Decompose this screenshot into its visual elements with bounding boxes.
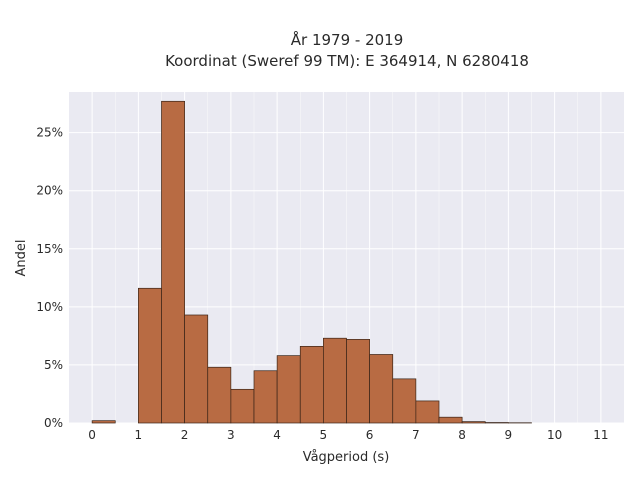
histogram-bar	[323, 337, 347, 424]
y-tick-label: 15%	[36, 242, 63, 256]
x-tick-label: 7	[412, 428, 420, 442]
chart-title-line-2: Koordinat (Sweref 99 TM): E 364914, N 62…	[165, 52, 529, 70]
y-tick-label: 5%	[44, 358, 63, 372]
x-tick-label: 0	[88, 428, 96, 442]
histogram-bar	[369, 354, 394, 424]
x-tick-label: 10	[547, 428, 562, 442]
histogram-bar	[461, 421, 486, 424]
grid-lines	[69, 92, 624, 424]
y-axis-label: Andel	[14, 240, 29, 277]
y-tick-label: 25%	[36, 126, 63, 140]
x-tick-label: 3	[227, 428, 235, 442]
y-tick-label: 0%	[44, 416, 63, 430]
histogram-bar	[415, 400, 440, 424]
chart-title-line-1: År 1979 - 2019	[291, 30, 404, 49]
x-tick-label: 11	[593, 428, 608, 442]
histogram-bar	[138, 287, 162, 424]
x-tick-label: 9	[505, 428, 513, 442]
histogram-bar	[161, 100, 185, 424]
y-tick-label: 10%	[36, 300, 63, 314]
histogram-bar	[299, 345, 324, 424]
histogram-bar	[91, 420, 116, 424]
histogram-bar	[184, 314, 209, 424]
x-tick-label: 2	[181, 428, 189, 442]
x-axis-label: Vågperiod (s)	[303, 450, 390, 465]
x-axis-ticks: 0 1 2 3 4 5 6 7 8 9 10 11	[88, 428, 608, 442]
histogram-bar	[438, 416, 463, 424]
x-tick-label: 8	[458, 428, 466, 442]
histogram-bar	[346, 339, 370, 424]
x-tick-label: 1	[135, 428, 143, 442]
histogram-bar	[276, 355, 301, 424]
histogram-bar	[230, 388, 255, 424]
histogram-bar	[392, 378, 417, 424]
histogram-bar	[253, 370, 278, 424]
x-tick-label: 4	[273, 428, 281, 442]
y-axis-ticks: 0% 5% 10% 15% 20% 25%	[36, 126, 63, 430]
x-tick-label: 5	[320, 428, 328, 442]
x-tick-label: 6	[366, 428, 374, 442]
bars	[91, 100, 532, 424]
histogram-bar	[207, 366, 232, 424]
y-tick-label: 20%	[36, 184, 63, 198]
